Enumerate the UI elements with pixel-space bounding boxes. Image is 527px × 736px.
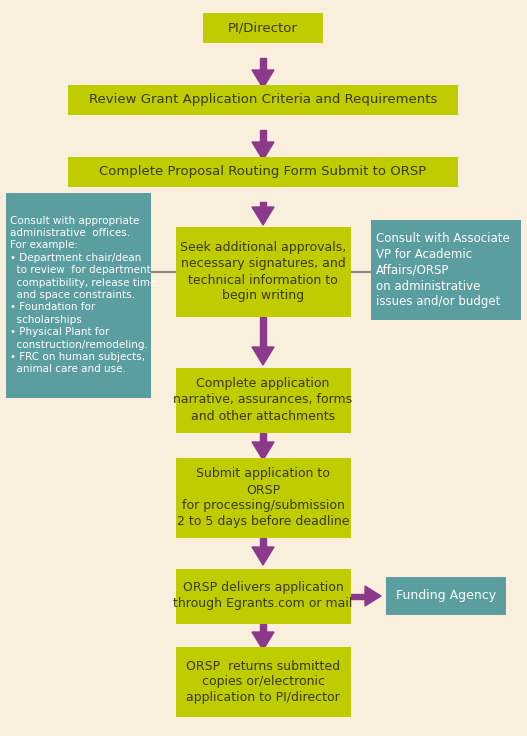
FancyBboxPatch shape — [175, 458, 350, 538]
Text: Complete Proposal Routing Form Submit to ORSP: Complete Proposal Routing Form Submit to… — [100, 166, 427, 179]
Polygon shape — [252, 347, 274, 365]
Polygon shape — [365, 586, 381, 606]
Polygon shape — [252, 142, 274, 160]
Polygon shape — [252, 70, 274, 88]
Bar — [260, 538, 266, 547]
FancyBboxPatch shape — [175, 647, 350, 717]
Text: Seek additional approvals,
necessary signatures, and
technical information to
be: Seek additional approvals, necessary sig… — [180, 241, 346, 302]
FancyBboxPatch shape — [68, 85, 458, 115]
Bar — [260, 130, 266, 142]
Polygon shape — [252, 547, 274, 565]
Text: ORSP delivers application
through Egrants.com or mail: ORSP delivers application through Egrant… — [173, 581, 353, 610]
Text: Consult with Associate
VP for Academic
Affairs/ORSP
on administrative
issues and: Consult with Associate VP for Academic A… — [376, 232, 510, 308]
Text: Complete application
narrative, assurances, forms
and other attachments: Complete application narrative, assuranc… — [173, 378, 353, 422]
Text: ORSP  returns submitted
copies or/electronic
application to PI/director: ORSP returns submitted copies or/electro… — [186, 659, 340, 704]
Bar — [260, 202, 266, 207]
Polygon shape — [252, 442, 274, 460]
FancyBboxPatch shape — [68, 157, 458, 187]
Bar — [351, 593, 365, 598]
FancyBboxPatch shape — [5, 193, 151, 397]
Text: Review Grant Application Criteria and Requirements: Review Grant Application Criteria and Re… — [89, 93, 437, 107]
Text: Submit application to
ORSP
for processing/submission
2 to 5 days before deadline: Submit application to ORSP for processin… — [177, 467, 349, 528]
FancyBboxPatch shape — [175, 227, 350, 317]
FancyBboxPatch shape — [386, 577, 506, 615]
FancyBboxPatch shape — [203, 13, 323, 43]
Bar — [260, 58, 266, 70]
Text: Funding Agency: Funding Agency — [396, 590, 496, 603]
Text: PI/Director: PI/Director — [228, 21, 298, 35]
Bar — [260, 317, 266, 347]
Polygon shape — [252, 207, 274, 225]
FancyBboxPatch shape — [175, 568, 350, 623]
FancyBboxPatch shape — [175, 367, 350, 433]
FancyBboxPatch shape — [371, 220, 521, 320]
Text: Consult with appropriate
administrative  offices.
For example:
• Department chai: Consult with appropriate administrative … — [11, 216, 157, 375]
Bar — [260, 433, 266, 442]
Polygon shape — [252, 632, 274, 650]
Bar — [260, 623, 266, 632]
